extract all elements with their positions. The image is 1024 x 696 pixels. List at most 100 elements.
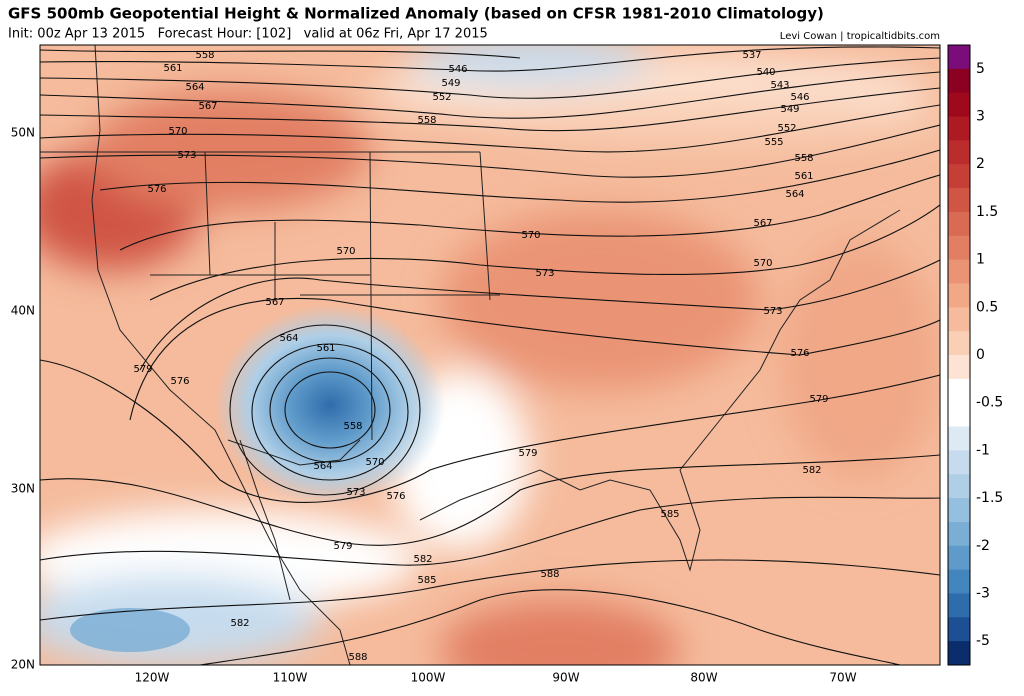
colorbar-band xyxy=(948,140,970,165)
contour-label: 564 xyxy=(185,82,204,93)
colorbar-band xyxy=(948,569,970,594)
colorbar-band xyxy=(948,68,970,94)
contour-label: 585 xyxy=(660,509,679,520)
contour-label: 540 xyxy=(756,67,775,78)
colorbar-band xyxy=(948,331,970,356)
lon-label: 100W xyxy=(411,671,446,685)
lon-label: 70W xyxy=(829,671,856,685)
contour-label: 567 xyxy=(753,218,772,229)
contour-label: 576 xyxy=(170,376,189,387)
map xyxy=(40,45,940,665)
contour-label: 576 xyxy=(147,184,166,195)
colorbar-band xyxy=(948,474,970,499)
contour-label: 543 xyxy=(770,80,789,91)
colorbar: 5 3 2 1.5 1 0.5 0 -0.5 -1 -1.5 -2 -3 -5 xyxy=(947,44,1003,666)
colorbar-band xyxy=(948,283,970,308)
colorbar-band xyxy=(948,545,970,571)
contour-label: 573 xyxy=(177,150,196,161)
colorbar-band xyxy=(948,521,970,547)
colorbar-band xyxy=(948,116,970,141)
contour-label: 561 xyxy=(163,63,182,74)
colorbar-label: -1 xyxy=(976,442,990,458)
colorbar-label: -5 xyxy=(976,633,990,649)
contour-label: 558 xyxy=(195,50,214,61)
contour-label: 549 xyxy=(441,78,460,89)
contour-label: 585 xyxy=(417,575,436,586)
lat-label: 30N xyxy=(11,482,35,496)
contour-label: 576 xyxy=(790,348,809,359)
contour-label: 573 xyxy=(346,487,365,498)
colorbar-band xyxy=(948,641,970,666)
contour-label: 579 xyxy=(133,364,152,375)
colorbar-label: 2 xyxy=(976,156,985,172)
lat-label: 40N xyxy=(11,304,35,318)
colorbar-band xyxy=(948,617,970,642)
title: GFS 500mb Geopotential Height & Normaliz… xyxy=(8,5,824,23)
colorbar-band xyxy=(948,402,970,428)
colorbar-label: -0.5 xyxy=(976,395,1003,411)
lon-label: 110W xyxy=(273,671,308,685)
contour-label: 570 xyxy=(168,126,187,137)
lon-label: 80W xyxy=(690,671,717,685)
colorbar-band xyxy=(948,355,970,380)
colorbar-band xyxy=(948,92,970,118)
contour-label: 576 xyxy=(386,491,405,502)
contour-label: 579 xyxy=(518,448,537,459)
contour-label: 561 xyxy=(316,343,335,354)
colorbar-label: 0.5 xyxy=(976,299,998,315)
contour-label: 564 xyxy=(279,333,298,344)
contour-label: 558 xyxy=(417,115,436,126)
colorbar-band xyxy=(948,450,970,475)
colorbar-frame xyxy=(947,44,971,666)
colorbar-label: -1.5 xyxy=(976,490,1003,506)
subtitle: Init: 00z Apr 13 2015 Forecast Hour: [10… xyxy=(8,27,488,42)
contour-label: 582 xyxy=(802,465,821,476)
colorbar-band xyxy=(948,211,970,237)
lon-label: 90W xyxy=(552,671,579,685)
colorbar-band xyxy=(948,498,970,523)
contour-label: 555 xyxy=(764,137,783,148)
contour-label: 564 xyxy=(313,461,332,472)
low-shading xyxy=(215,305,445,505)
colorbar-label: 3 xyxy=(976,109,985,125)
colorbar-label: 1.5 xyxy=(976,204,998,220)
colorbar-band xyxy=(948,164,970,189)
contour-label: 579 xyxy=(809,394,828,405)
contour-label: 537 xyxy=(742,50,761,61)
colorbar-band xyxy=(948,45,970,70)
contour-label: 588 xyxy=(540,569,559,580)
colorbar-label: -3 xyxy=(976,585,990,601)
contour-label: 561 xyxy=(794,171,813,182)
contour-label: 573 xyxy=(763,306,782,317)
colorbar-band xyxy=(948,235,970,261)
contour-label: 582 xyxy=(230,618,249,629)
contour-label: 558 xyxy=(794,153,813,164)
colorbar-label: 5 xyxy=(976,61,985,77)
contour-label: 579 xyxy=(333,541,352,552)
colorbar-label: 1 xyxy=(976,252,985,268)
contour-label: 546 xyxy=(448,64,467,75)
contour-label: 570 xyxy=(365,457,384,468)
lon-label: 120W xyxy=(135,671,170,685)
contour-label: 567 xyxy=(265,297,284,308)
contour-label: 570 xyxy=(753,258,772,269)
colorbar-band xyxy=(948,378,970,404)
contour-label: 549 xyxy=(780,104,799,115)
contour-label: 567 xyxy=(198,101,217,112)
contour-label: 570 xyxy=(521,230,540,241)
contour-label: 582 xyxy=(413,554,432,565)
contour-label: 564 xyxy=(785,189,804,200)
colorbar-band xyxy=(948,426,970,451)
contour-label: 552 xyxy=(777,123,796,134)
credit: Levi Cowan | tropicaltidbits.com xyxy=(780,31,940,42)
contour-label: 552 xyxy=(432,92,451,103)
lat-label: 20N xyxy=(11,658,35,672)
colorbar-band xyxy=(948,593,970,618)
contour-label: 573 xyxy=(535,268,554,279)
lat-label: 50N xyxy=(11,126,35,140)
contour-label: 588 xyxy=(348,652,367,663)
colorbar-band xyxy=(948,188,970,213)
colorbar-band xyxy=(948,259,970,284)
contour-label: 570 xyxy=(336,246,355,257)
